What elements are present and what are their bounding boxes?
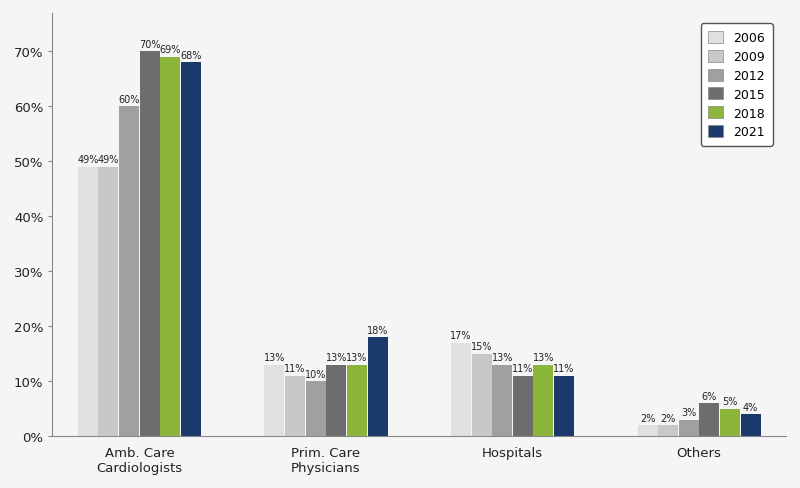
Bar <box>326 365 346 436</box>
Bar <box>492 365 512 436</box>
Bar <box>78 167 98 436</box>
Text: 5%: 5% <box>722 396 738 407</box>
Bar <box>98 167 118 436</box>
Bar <box>638 426 658 436</box>
Bar <box>265 365 285 436</box>
Text: 13%: 13% <box>533 352 554 363</box>
Bar <box>367 338 387 436</box>
Text: 69%: 69% <box>160 45 181 55</box>
Bar <box>140 52 160 436</box>
Text: 49%: 49% <box>77 155 98 165</box>
Bar <box>513 376 533 436</box>
Text: 13%: 13% <box>346 352 368 363</box>
Text: 4%: 4% <box>743 402 758 412</box>
Bar <box>181 63 201 436</box>
Bar <box>285 376 305 436</box>
Text: 6%: 6% <box>702 391 717 401</box>
Text: 2%: 2% <box>640 413 655 423</box>
Text: 11%: 11% <box>512 364 534 373</box>
Text: 3%: 3% <box>681 407 697 417</box>
Text: 49%: 49% <box>98 155 119 165</box>
Text: 13%: 13% <box>264 352 285 363</box>
Bar <box>160 58 180 436</box>
Bar <box>554 376 574 436</box>
Bar <box>347 365 367 436</box>
Bar <box>741 414 761 436</box>
Text: 17%: 17% <box>450 330 472 341</box>
Bar <box>471 354 492 436</box>
Text: 10%: 10% <box>305 369 326 379</box>
Text: 70%: 70% <box>139 40 161 50</box>
Legend: 2006, 2009, 2012, 2015, 2018, 2021: 2006, 2009, 2012, 2015, 2018, 2021 <box>701 24 773 147</box>
Bar <box>306 382 326 436</box>
Bar <box>658 426 678 436</box>
Text: 68%: 68% <box>180 51 202 61</box>
Text: 11%: 11% <box>554 364 575 373</box>
Bar <box>720 409 740 436</box>
Text: 11%: 11% <box>284 364 306 373</box>
Text: 18%: 18% <box>367 325 388 335</box>
Bar <box>119 107 139 436</box>
Bar <box>451 343 471 436</box>
Text: 13%: 13% <box>491 352 513 363</box>
Text: 60%: 60% <box>118 95 140 104</box>
Text: 2%: 2% <box>661 413 676 423</box>
Text: 13%: 13% <box>326 352 347 363</box>
Bar <box>699 404 719 436</box>
Bar <box>678 420 698 436</box>
Text: 15%: 15% <box>471 342 492 351</box>
Bar <box>534 365 554 436</box>
